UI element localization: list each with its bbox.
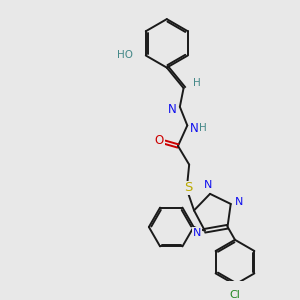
Text: N: N bbox=[193, 228, 201, 238]
Text: N: N bbox=[204, 180, 212, 190]
Text: Cl: Cl bbox=[230, 290, 240, 300]
Text: O: O bbox=[155, 134, 164, 147]
Text: N: N bbox=[235, 197, 243, 207]
Text: N: N bbox=[190, 122, 199, 135]
Text: S: S bbox=[184, 182, 192, 194]
Text: HO: HO bbox=[117, 50, 133, 61]
Text: H: H bbox=[199, 123, 206, 133]
Text: N: N bbox=[168, 103, 177, 116]
Text: H: H bbox=[193, 79, 201, 88]
